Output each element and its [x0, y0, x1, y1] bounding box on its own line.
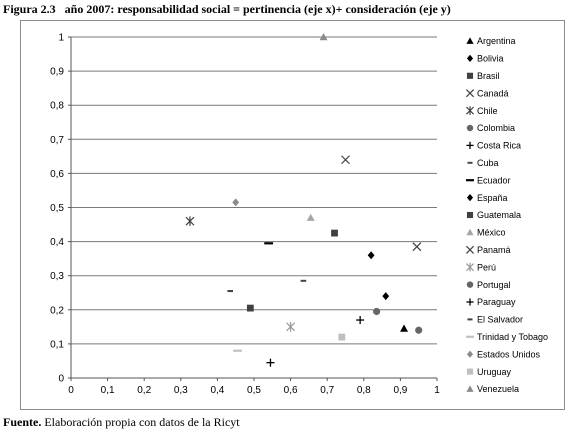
legend-marker — [466, 37, 474, 44]
x-tick-label: 0 — [68, 385, 74, 396]
data-point — [232, 198, 240, 207]
y-tick-label: 0,8 — [50, 101, 64, 112]
data-point — [338, 333, 346, 341]
data-point — [400, 324, 409, 332]
data-point — [373, 307, 381, 316]
legend-entry-label: Cuba — [477, 158, 499, 168]
x-tick-label: 0,4 — [210, 385, 224, 396]
legend-marker — [466, 54, 474, 62]
legend-marker — [466, 124, 474, 132]
x-tick-label: 0,2 — [137, 385, 151, 396]
data-point — [331, 229, 338, 237]
legend-marker — [466, 72, 474, 79]
legend-entry-label: Trinidad y Tobago — [477, 332, 548, 342]
legend-marker — [466, 194, 474, 202]
y-tick-label: 0,7 — [50, 135, 64, 146]
chart-frame — [20, 20, 565, 410]
x-tick-label: 0,7 — [320, 385, 334, 396]
y-tick-label: 0 — [58, 374, 64, 385]
legend-entry-label: El Salvador — [477, 315, 523, 325]
legend-entry-label: Estados Unidos — [477, 349, 541, 359]
x-tick-label: 0,6 — [284, 385, 298, 396]
x-tick-label: 1 — [434, 385, 440, 396]
legend-marker — [466, 281, 474, 288]
y-tick-label: 0,4 — [50, 237, 64, 248]
legend-entry-label: Ecuador — [477, 175, 511, 185]
data-point — [382, 292, 390, 301]
y-tick-label: 0,3 — [50, 271, 64, 282]
legend-marker — [465, 262, 475, 272]
x-tick-label: 0,5 — [247, 385, 261, 396]
data-point — [266, 358, 275, 367]
legend-entry-label: Venezuela — [477, 384, 519, 394]
data-point — [306, 213, 315, 221]
data-point — [246, 304, 254, 312]
figure-number: Figura 2.3 — [3, 2, 56, 16]
legend-entry-label: Uruguay — [477, 367, 512, 377]
legend-entry-label: México — [477, 228, 506, 238]
legend-entry-label: España — [477, 193, 508, 203]
y-tick-label: 0,1 — [50, 339, 64, 350]
legend-marker — [466, 141, 474, 149]
data-point — [367, 251, 375, 260]
x-tick-label: 0,8 — [357, 385, 371, 396]
legend-marker — [466, 350, 474, 358]
data-point — [319, 33, 328, 41]
y-tick-label: 0,6 — [50, 169, 64, 180]
x-tick-label: 0,3 — [174, 385, 188, 396]
x-tick-label: 0,1 — [101, 385, 115, 396]
data-point — [356, 316, 365, 325]
legend-entry-label: Chile — [477, 106, 498, 116]
legend-marker — [465, 245, 475, 254]
legend-entry-label: Panamá — [477, 245, 511, 255]
x-tick-label: 0,9 — [393, 385, 407, 396]
y-tick-label: 0,2 — [50, 305, 64, 316]
legend-entry-label: Bolivia — [477, 54, 504, 64]
legend-entry-label: Argentina — [477, 36, 516, 46]
source-text: Elaboración propia con datos de la Ricyt — [41, 415, 240, 429]
legend-marker — [466, 298, 474, 306]
figure-title: año 2007: responsabilidad social = perti… — [64, 2, 451, 16]
source-label: Fuente. — [3, 415, 42, 429]
legend-entry-label: Portugal — [477, 280, 511, 290]
data-point — [412, 242, 422, 252]
legend-marker — [466, 368, 474, 375]
figure-caption: Figura 2.3 año 2007: responsabilidad soc… — [3, 2, 451, 17]
data-point — [185, 216, 195, 226]
legend-marker — [465, 106, 475, 115]
legend-entry-label: Brasil — [477, 71, 500, 81]
legend-marker — [466, 385, 474, 392]
source-note: Fuente. Elaboración propia con datos de … — [3, 415, 240, 430]
legend-marker — [466, 211, 474, 219]
legend-marker — [466, 228, 474, 236]
legend-entry-label: Costa Rica — [477, 141, 521, 151]
legend-entry-label: Perú — [477, 262, 496, 272]
data-point — [341, 155, 350, 165]
legend-entry-label: Guatemala — [477, 210, 521, 220]
legend-entry-label: Canadá — [477, 88, 509, 98]
y-tick-label: 0,5 — [50, 203, 64, 214]
legend-marker — [465, 89, 475, 98]
y-tick-label: 0,9 — [50, 67, 64, 78]
legend-entry-label: Colombia — [477, 123, 515, 133]
data-point — [415, 326, 423, 334]
y-tick-label: 1 — [58, 33, 64, 44]
data-point — [286, 322, 296, 332]
legend-entry-label: Paraguay — [477, 297, 516, 307]
